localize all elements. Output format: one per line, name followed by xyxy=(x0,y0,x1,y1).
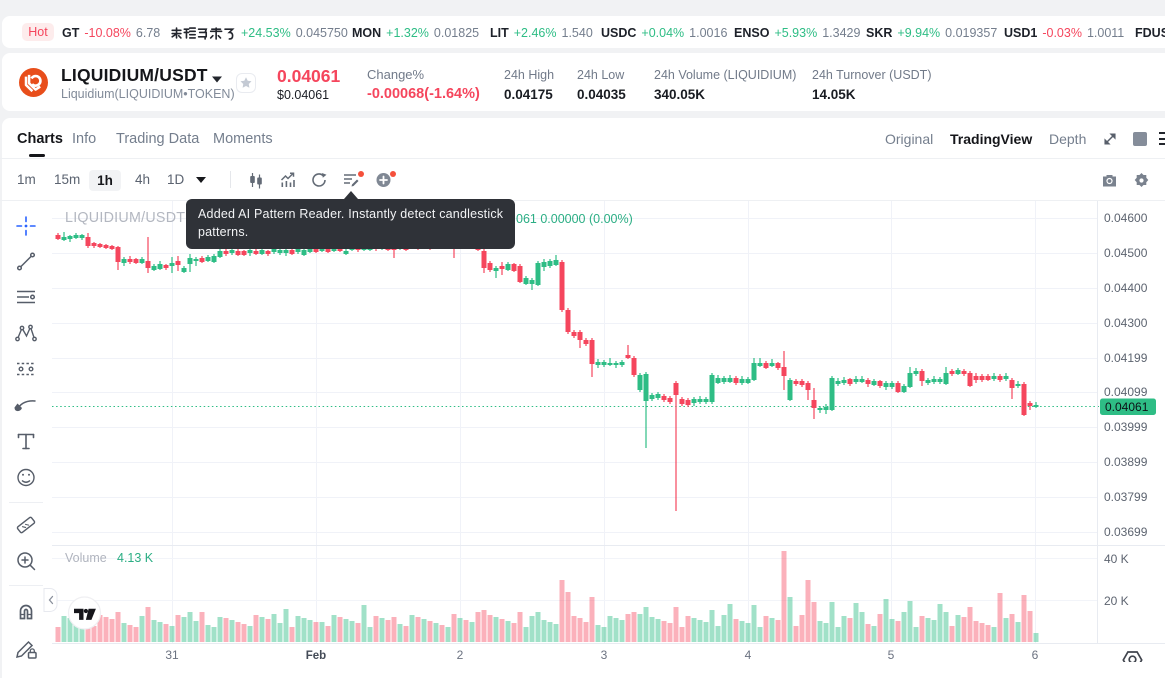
svg-text:20 K: 20 K xyxy=(1104,594,1129,608)
svg-text:5: 5 xyxy=(888,648,895,662)
svg-text:0.04061: 0.04061 xyxy=(1105,400,1149,414)
svg-text:40 K: 40 K xyxy=(1104,552,1129,566)
svg-text:0.04400: 0.04400 xyxy=(1104,281,1148,295)
svg-text:0.04199: 0.04199 xyxy=(1104,351,1148,365)
svg-text:0.04500: 0.04500 xyxy=(1104,246,1148,260)
svg-text:2: 2 xyxy=(457,648,464,662)
svg-text:4.13 K: 4.13 K xyxy=(117,551,154,565)
svg-text:Volume: Volume xyxy=(65,551,107,565)
svg-text:0.03799: 0.03799 xyxy=(1104,490,1148,504)
svg-text:0.03999: 0.03999 xyxy=(1104,420,1148,434)
svg-text:3: 3 xyxy=(601,648,608,662)
svg-text:061 0.00000 (0.00%): 061 0.00000 (0.00%) xyxy=(516,212,633,226)
svg-text:0.04099: 0.04099 xyxy=(1104,385,1148,399)
svg-text:0.04600: 0.04600 xyxy=(1104,211,1148,225)
svg-text:6: 6 xyxy=(1032,648,1039,662)
svg-text:Feb: Feb xyxy=(306,650,326,662)
svg-text:0.03699: 0.03699 xyxy=(1104,525,1148,539)
svg-text:31: 31 xyxy=(165,648,179,662)
svg-text:0.04300: 0.04300 xyxy=(1104,316,1148,330)
svg-text:0.03899: 0.03899 xyxy=(1104,455,1148,469)
svg-text:4: 4 xyxy=(745,648,752,662)
